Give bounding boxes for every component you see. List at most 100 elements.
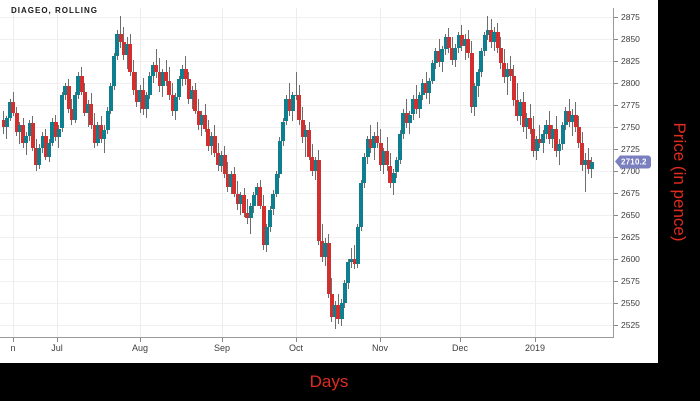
candle-body[interactable] <box>307 130 311 157</box>
candle-body[interactable] <box>544 125 549 134</box>
candle-body[interactable] <box>407 114 412 124</box>
candle-body[interactable] <box>586 160 591 169</box>
candle-body[interactable] <box>287 98 292 111</box>
candle-body[interactable] <box>339 302 344 319</box>
candle-body[interactable] <box>27 123 32 136</box>
candle-body[interactable] <box>391 172 396 184</box>
candle-body[interactable] <box>118 33 123 43</box>
candle-body[interactable] <box>147 75 152 96</box>
candle-body[interactable] <box>203 114 207 129</box>
candle-body[interactable] <box>294 95 298 97</box>
candle-body[interactable] <box>440 49 445 62</box>
candle-body[interactable] <box>303 130 308 138</box>
candle-body[interactable] <box>186 79 191 99</box>
candle-body[interactable] <box>476 72 480 87</box>
candle-body[interactable] <box>86 103 90 113</box>
candle-body[interactable] <box>570 114 575 122</box>
candle-body[interactable] <box>427 81 432 94</box>
candle-body[interactable] <box>323 243 328 258</box>
candle-body[interactable] <box>469 52 474 108</box>
candle-body[interactable] <box>355 227 360 265</box>
candle-body[interactable] <box>206 128 211 147</box>
candle-body[interactable] <box>164 72 168 81</box>
candle-body[interactable] <box>498 47 503 64</box>
candle-body[interactable] <box>138 89 142 103</box>
candle-body[interactable] <box>82 91 87 113</box>
candle-body[interactable] <box>60 95 64 129</box>
candle-body[interactable] <box>245 213 250 219</box>
candle-body[interactable] <box>346 262 350 284</box>
candle-body[interactable] <box>17 125 22 132</box>
candle-body[interactable] <box>482 35 487 52</box>
candle-body[interactable] <box>502 63 506 78</box>
candle-body[interactable] <box>209 135 214 147</box>
candle-body[interactable] <box>388 165 393 184</box>
candle-body[interactable] <box>508 68 513 76</box>
candle-body[interactable] <box>446 37 451 48</box>
candle-body[interactable] <box>541 133 545 143</box>
candle-body[interactable] <box>141 89 146 110</box>
candle-body[interactable] <box>73 95 77 120</box>
candle-body[interactable] <box>102 130 107 140</box>
plot-area[interactable] <box>0 8 614 338</box>
candle-body[interactable] <box>219 155 224 166</box>
candle-body[interactable] <box>456 35 461 48</box>
candle-body[interactable] <box>495 31 500 48</box>
candle-body[interactable] <box>79 75 84 92</box>
candle-body[interactable] <box>50 121 55 143</box>
candle-body[interactable] <box>121 42 126 55</box>
candle-body[interactable] <box>99 125 103 140</box>
candle-body[interactable] <box>417 95 422 110</box>
candle-body[interactable] <box>576 126 581 143</box>
candle-body[interactable] <box>411 98 415 115</box>
candle-body[interactable] <box>160 72 165 87</box>
candle-body[interactable] <box>255 186 259 196</box>
candle-body[interactable] <box>479 51 484 73</box>
candle-body[interactable] <box>235 193 240 205</box>
candle-body[interactable] <box>485 30 490 36</box>
candle-body[interactable] <box>222 155 227 175</box>
current-price-badge[interactable]: 2710.2 <box>615 155 651 169</box>
candle-body[interactable] <box>271 193 276 210</box>
candle-body[interactable] <box>268 209 272 228</box>
candle-body[interactable] <box>524 118 529 127</box>
candle-body[interactable] <box>394 160 399 173</box>
candle-body[interactable] <box>404 112 409 124</box>
candle-body[interactable] <box>63 86 68 96</box>
candle-body[interactable] <box>381 151 386 166</box>
candle-body[interactable] <box>437 51 441 62</box>
candle-body[interactable] <box>11 102 16 113</box>
candle-body[interactable] <box>8 102 12 118</box>
candle-body[interactable] <box>326 243 331 294</box>
candle-body[interactable] <box>157 72 162 87</box>
candle-body[interactable] <box>443 37 448 50</box>
candle-body[interactable] <box>40 135 45 148</box>
candle-body[interactable] <box>589 162 594 169</box>
candle-body[interactable] <box>466 38 471 53</box>
candle-body[interactable] <box>238 195 243 205</box>
candle-body[interactable] <box>560 125 565 145</box>
candle-body[interactable] <box>112 56 116 87</box>
candle-body[interactable] <box>242 195 246 213</box>
candle-body[interactable] <box>21 125 25 143</box>
candle-body[interactable] <box>365 139 370 157</box>
candle-body[interactable] <box>167 81 172 96</box>
candle-body[interactable] <box>183 68 188 80</box>
candlestick-series[interactable] <box>0 8 614 338</box>
candle-body[interactable] <box>463 38 467 46</box>
candle-body[interactable] <box>170 95 175 111</box>
candle-body[interactable] <box>378 142 383 166</box>
candle-body[interactable] <box>534 139 539 152</box>
candle-body[interactable] <box>583 160 588 166</box>
candle-body[interactable] <box>30 123 35 148</box>
candle-body[interactable] <box>144 95 149 110</box>
candle-body[interactable] <box>274 174 279 194</box>
candle-body[interactable] <box>342 283 347 303</box>
candle-body[interactable] <box>264 227 269 245</box>
candle-body[interactable] <box>515 100 519 117</box>
candle-body[interactable] <box>385 151 389 166</box>
candle-body[interactable] <box>573 114 578 127</box>
candle-body[interactable] <box>56 128 61 138</box>
candle-body[interactable] <box>284 98 289 122</box>
candle-body[interactable] <box>359 183 363 228</box>
